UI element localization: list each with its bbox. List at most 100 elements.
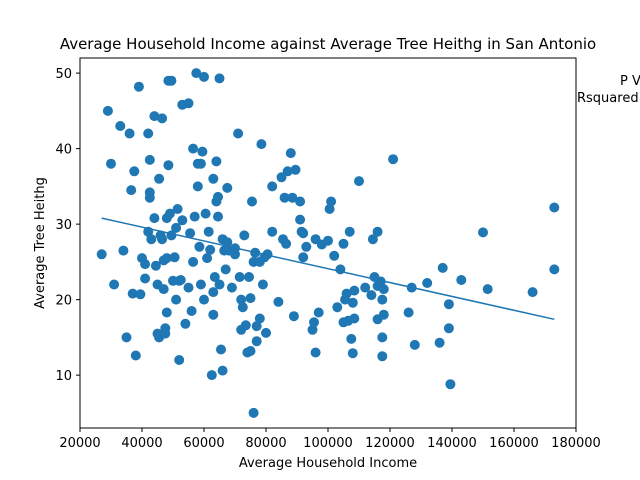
data-point [279, 192, 290, 203]
data-point [209, 272, 220, 282]
data-point [245, 293, 256, 304]
y-tick-label: 30 [55, 218, 72, 233]
data-point [236, 294, 247, 305]
data-point [230, 249, 240, 260]
data-point [226, 282, 237, 293]
chart-title: Average Household Income against Average… [60, 35, 596, 53]
x-axis-ticks: 20000 40000 60000 80000 100000 120000 140000 16… [59, 428, 601, 451]
data-point [276, 172, 287, 183]
data-point [298, 252, 309, 263]
data-point [192, 181, 203, 192]
data-point [124, 128, 135, 139]
data-point [214, 73, 225, 84]
data-point [288, 311, 299, 322]
data-point [127, 288, 138, 299]
data-point [205, 244, 216, 255]
data-point [222, 182, 233, 193]
data-point [282, 166, 293, 177]
data-point [220, 264, 231, 275]
x-tick-label: 80000 [245, 436, 286, 451]
data-point [347, 348, 358, 359]
data-point [247, 196, 257, 207]
data-point [256, 139, 267, 150]
data-point [199, 294, 209, 305]
data-point [549, 202, 560, 213]
data-point [126, 185, 137, 196]
data-point [216, 344, 226, 355]
data-point [310, 347, 321, 358]
data-point [326, 196, 337, 207]
data-point [346, 333, 357, 344]
data-point [295, 214, 306, 225]
data-point [366, 290, 377, 301]
annotation-p-value: P V [620, 74, 640, 89]
data-point [344, 226, 355, 237]
data-point [403, 307, 414, 318]
x-tick-label: 120000 [365, 436, 415, 451]
data-point [341, 288, 352, 299]
data-point [285, 148, 296, 159]
data-point [233, 128, 244, 139]
data-point [261, 327, 271, 338]
x-tick-label: 180000 [551, 436, 601, 451]
y-tick-label: 50 [55, 67, 72, 82]
data-point [251, 336, 262, 347]
data-point [349, 313, 360, 324]
x-tick-label: 160000 [489, 436, 539, 451]
data-point [301, 241, 312, 252]
data-point [245, 346, 256, 356]
data-point [262, 249, 273, 260]
data-point [445, 379, 456, 390]
data-point [200, 208, 211, 219]
data-point [239, 230, 250, 241]
data-point [443, 323, 454, 334]
data-point [183, 98, 194, 109]
data-points [96, 68, 560, 418]
data-point [195, 279, 206, 290]
data-point [143, 128, 154, 139]
data-point [377, 351, 388, 362]
data-point [378, 309, 389, 320]
data-point [377, 294, 388, 305]
data-point [214, 279, 225, 290]
data-point [133, 81, 144, 92]
data-point [213, 211, 223, 222]
data-point [194, 241, 205, 252]
data-point [115, 121, 126, 131]
x-tick-label: 20000 [59, 436, 100, 451]
data-point [130, 350, 141, 361]
data-point [183, 282, 194, 293]
annotation-rsquared: Rsquared [577, 91, 639, 106]
data-point [267, 181, 278, 192]
data-point [161, 307, 172, 318]
data-point [422, 278, 433, 288]
data-point [456, 275, 467, 285]
data-point [203, 226, 214, 237]
data-point [388, 154, 399, 165]
data-point [188, 143, 199, 154]
data-point [307, 324, 318, 335]
data-point [158, 284, 169, 295]
data-point [172, 204, 183, 214]
data-point [213, 191, 223, 202]
data-point [347, 297, 358, 308]
data-point [175, 275, 186, 285]
data-point [323, 235, 333, 246]
data-point [149, 213, 160, 224]
data-point [185, 228, 196, 239]
data-point [217, 365, 228, 376]
data-point [208, 173, 219, 184]
data-point [409, 339, 420, 350]
data-point [211, 156, 222, 167]
data-point [96, 249, 107, 260]
data-point [367, 234, 378, 245]
data-point [195, 158, 206, 169]
data-point [377, 332, 388, 343]
data-point [135, 289, 146, 300]
data-point [140, 273, 151, 284]
data-point [244, 272, 254, 282]
data-point [349, 285, 360, 296]
data-point [251, 321, 262, 332]
data-point [360, 282, 371, 293]
regression-line [101, 217, 555, 321]
